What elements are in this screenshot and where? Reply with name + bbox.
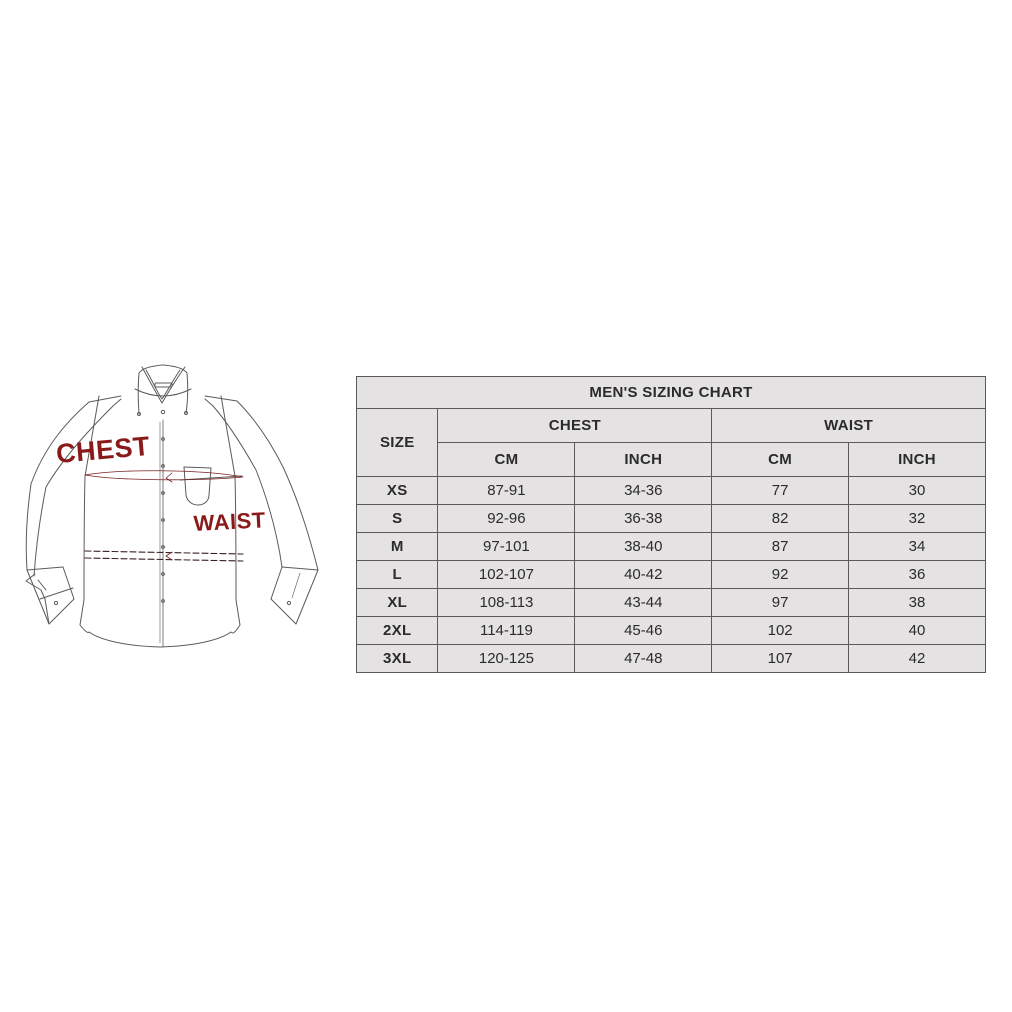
svg-text:WAIST: WAIST (193, 508, 266, 536)
svg-text:CHEST: CHEST (55, 433, 151, 469)
